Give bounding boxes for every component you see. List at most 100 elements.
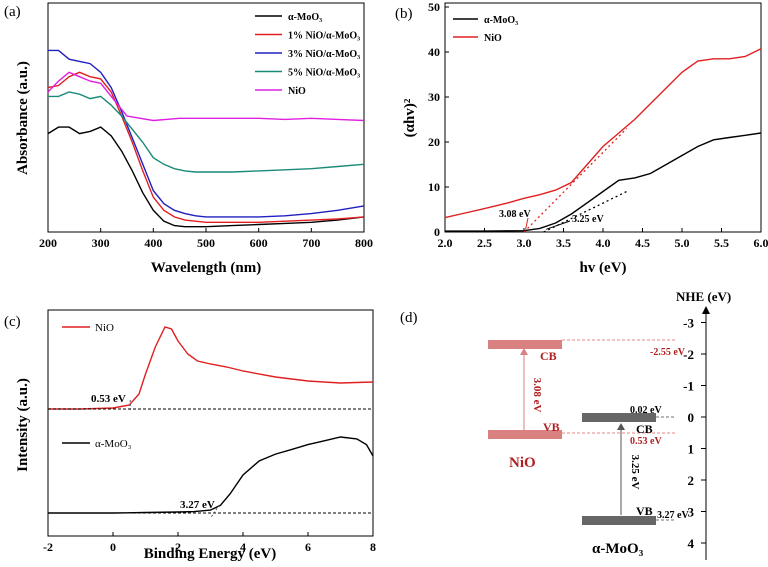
moo3-vb-label: VB [636,504,653,518]
panel-d-ytick-label: 2 [688,473,695,488]
panel-c-frame [47,309,374,537]
panel-b-series-line [444,48,762,219]
panel-b-xlabel: hv (eV) [579,260,626,276]
panel-b-ylabel: (αhv)² [402,98,418,137]
panel-b-arrow-308 [525,217,529,230]
panel-b-ytick-label: 0 [434,225,440,239]
panel-a-legend-label: 5% NiO/α-MoO₃ [288,68,360,79]
panel-b-xtick-label: 3.0 [517,236,532,250]
panel-a-series-line [48,91,365,173]
nio-vb-value: 0.53 eV [630,436,662,447]
nio-cb-value: -2.55 eV [650,347,686,358]
panel-a-label: (a) [4,4,21,20]
panel-a-xtick-label: 400 [144,236,162,250]
panel-b-ytick-label: 10 [428,180,440,194]
panel-a-ylabel: Absorbance (a.u.) [15,61,31,175]
panel-a-legend-label: 1% NiO/α-MoO₃ [288,31,360,42]
panel-d: (d) NHE (eV) -3 -2 -1 0 1 2 3 4 CB VB 3.08 eV N… [400,289,731,560]
panel-d-axis-arrowhead [702,306,710,314]
panel-c-ylabel: Intensity (a.u.) [15,378,31,472]
panel-b-ytick-label: 40 [428,45,440,59]
panel-c-legend-moo3: α-MoO₃ [95,438,132,450]
panel-d-ytick-label: 1 [688,442,695,457]
panel-a-legend-label: 3% NiO/α-MoO₃ [288,49,360,60]
panel-a-series-line [47,71,365,224]
moo3-gap-label: 3.25 eV [629,455,641,490]
nio-gap-arrowhead [520,348,528,355]
panel-b-label: (b) [395,6,413,22]
panel-a-legend: α-MoO₃ 1% NiO/α-MoO₃ 3% NiO/α-MoO₃ 5% NiO/α… [255,12,360,97]
panel-a-xtick-label: 200 [39,236,57,250]
panel-b-ytick-label: 30 [428,90,440,104]
panel-d-ytick-label: -3 [683,316,694,331]
panel-d-ytick-label: -1 [683,379,694,394]
panel-b-series-line [445,132,762,232]
panel-a-xlabel: Wavelength (nm) [151,260,261,276]
moo3-cb-label: CB [636,422,653,436]
panel-b-ytick-label: 50 [428,0,440,14]
panel-b-legend-label: NiO [484,33,502,44]
panel-b-xtick-label: 4.0 [596,236,611,250]
panel-c-legend-nio: NiO [95,322,114,334]
panel-b-annot-325: 3.25 eV [572,214,604,225]
panel-b-xtick-label: 4.5 [635,236,650,250]
moo3-cb-band [582,413,656,422]
panel-d-ytick-label: 4 [688,536,695,551]
panel-b-arrow-325 [545,220,571,230]
panel-a-xtick-label: 600 [250,236,268,250]
panel-c-xtick-label: 8 [370,540,376,554]
panel-c-label: (c) [4,314,21,330]
panel-c-marker-327 [210,504,220,519]
moo3-vb-band [582,516,656,525]
panel-c-xtick-label: 2 [175,540,181,554]
panel-b-xtick-label: 2.0 [438,236,453,250]
nio-vb-label: VB [543,420,560,434]
panel-b-xtick-label: 6.0 [754,236,768,250]
nio-cb-band [488,340,562,349]
panel-b: (b) 2.0 2.5 3.0 3.5 4.0 4.5 5.0 5.5 6.0 0 10 20 30 40… [395,0,768,276]
panel-a-series-line [47,71,365,122]
panel-b-xtick-label: 3.5 [556,236,571,250]
nio-cb-label: CB [540,349,557,363]
nio-vb-band [488,430,562,439]
panel-c-series-line [48,326,374,410]
panel-b-xtick-label: 5.5 [714,236,729,250]
panel-c: (c) -2 0 2 4 6 8 Binding Energy (eV) Intensit… [4,309,376,562]
panel-b-annot-308: 3.08 eV [499,209,531,220]
panel-b-ytick-label: 20 [428,135,440,149]
panel-a-xtick-label: 300 [92,236,110,250]
panel-c-annot-327: 3.27 eV [180,499,215,511]
panel-a-series-line [48,49,365,218]
panel-d-ytick-label: 0 [688,410,695,425]
nio-gap-label: 3.08 eV [531,378,543,413]
panel-a-legend-label: NiO [288,86,306,97]
moo3-name: α-MoO₃ [592,541,644,557]
panel-c-xtick-label: 6 [305,540,311,554]
panel-c-xtick-label: 0 [110,540,116,554]
panel-d-axis-title: NHE (eV) [676,289,731,304]
panel-c-xtick-label: 4 [240,540,246,554]
panel-c-xlabel: Binding Energy (eV) [144,546,277,562]
panel-b-xtick-label: 5.0 [675,236,690,250]
panel-c-annot-053: 0.53 eV [91,393,126,405]
moo3-cb-value: 0.02 eV [630,405,662,416]
panel-c-xtick-label: -2 [43,540,53,554]
nio-name: NiO [509,455,536,471]
panel-a-xtick-label: 500 [197,236,215,250]
panel-b-legend: α-MoO₃ NiO [453,15,518,44]
panel-a-xtick-label: 800 [355,236,373,250]
panel-b-tangent-line [523,128,628,233]
panel-a-series-line [47,126,365,228]
panel-b-legend-label: α-MoO₃ [484,15,518,26]
panel-d-ytick-label: -2 [683,347,694,362]
panel-a-xtick-label: 700 [302,236,320,250]
panel-a-legend-label: α-MoO₃ [288,12,322,23]
panel-c-series-line [48,436,374,514]
moo3-gap-arrowhead [617,423,625,430]
panel-b-xtick-label: 2.5 [477,236,492,250]
moo3-vb-value: 3.27 eV [657,510,689,521]
panel-a: (a) 200 300 400 500 600 700 800 Wavelength (nm… [4,2,373,276]
panel-d-ytick-label: 3 [688,505,695,520]
panel-d-label: (d) [400,310,418,326]
